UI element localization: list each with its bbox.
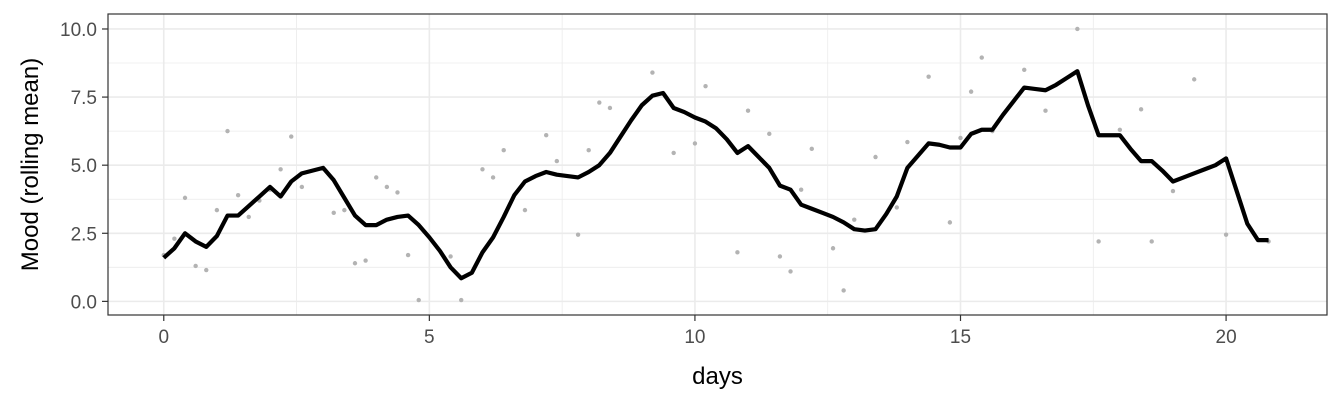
data-point (1117, 127, 1123, 132)
rolling-mean-line-group (162, 69, 1269, 281)
data-point (182, 195, 188, 201)
data-point (777, 254, 783, 259)
data-point (841, 288, 846, 293)
data-point (490, 175, 496, 180)
data-point (809, 146, 814, 152)
data-point (926, 74, 931, 79)
data-point (1096, 239, 1101, 244)
data-point (958, 135, 963, 141)
data-point (597, 100, 602, 105)
data-point (363, 258, 368, 263)
data-point (1170, 188, 1176, 194)
x-tick-label: 5 (424, 327, 435, 348)
data-point (979, 55, 984, 60)
data-point (405, 252, 411, 258)
data-point (395, 190, 400, 195)
data-point (299, 184, 305, 190)
data-point (193, 263, 198, 269)
data-point (947, 220, 953, 225)
y-axis-title: Mood (rolling mean) (17, 58, 44, 271)
data-point (586, 147, 591, 153)
data-point (735, 250, 740, 255)
data-point (692, 141, 698, 146)
data-point (873, 154, 878, 160)
data-point (1022, 67, 1027, 73)
data-point (650, 70, 655, 75)
data-point (459, 297, 464, 303)
x-axis-title: days (692, 363, 743, 390)
data-point (225, 128, 230, 134)
data-point (788, 269, 793, 274)
data-point (1043, 108, 1048, 113)
data-point (607, 105, 613, 111)
data-point (554, 158, 560, 164)
data-point (830, 246, 836, 251)
x-tick-label: 15 (950, 327, 971, 348)
data-point (968, 89, 974, 94)
data-point (416, 297, 421, 303)
x-tick-label: 10 (684, 327, 705, 348)
data-point (1223, 232, 1229, 237)
data-point (384, 184, 390, 190)
y-tick-label: 0.0 (71, 292, 97, 313)
data-point (1192, 77, 1197, 82)
data-point (745, 108, 751, 113)
rolling-mean-line (162, 69, 1269, 281)
data-point (246, 214, 251, 220)
data-point (905, 139, 910, 145)
x-tick-label: 0 (158, 327, 169, 348)
data-point (214, 207, 220, 213)
y-tick-label: 10.0 (60, 20, 97, 41)
data-point (522, 207, 528, 213)
data-point (671, 150, 676, 156)
data-point (480, 167, 485, 172)
data-point (204, 267, 209, 273)
data-point (703, 83, 708, 89)
panel-border (107, 13, 1328, 316)
data-point (501, 147, 506, 153)
data-point (172, 236, 177, 241)
data-points (161, 26, 1271, 303)
data-point (278, 167, 283, 172)
y-tick-label: 7.5 (71, 88, 97, 109)
data-point (448, 254, 453, 259)
data-point (544, 133, 549, 138)
data-point (767, 131, 772, 137)
data-point (374, 175, 379, 180)
axes: 0 5 10 15 20 0.0 2.5 5.0 7.5 10.0 (60, 20, 1237, 348)
data-point (1138, 107, 1144, 112)
x-tick-label: 20 (1216, 327, 1237, 348)
data-point (1149, 239, 1154, 244)
data-point (342, 207, 347, 213)
data-point (894, 205, 899, 210)
data-point (235, 192, 241, 198)
data-point (1075, 26, 1080, 32)
data-point (352, 261, 358, 266)
data-point (852, 217, 857, 222)
data-point (331, 210, 336, 216)
y-tick-label: 2.5 (71, 224, 97, 245)
data-point (289, 134, 294, 139)
y-tick-label: 5.0 (71, 156, 97, 177)
data-point (575, 232, 581, 237)
data-point (798, 187, 804, 192)
